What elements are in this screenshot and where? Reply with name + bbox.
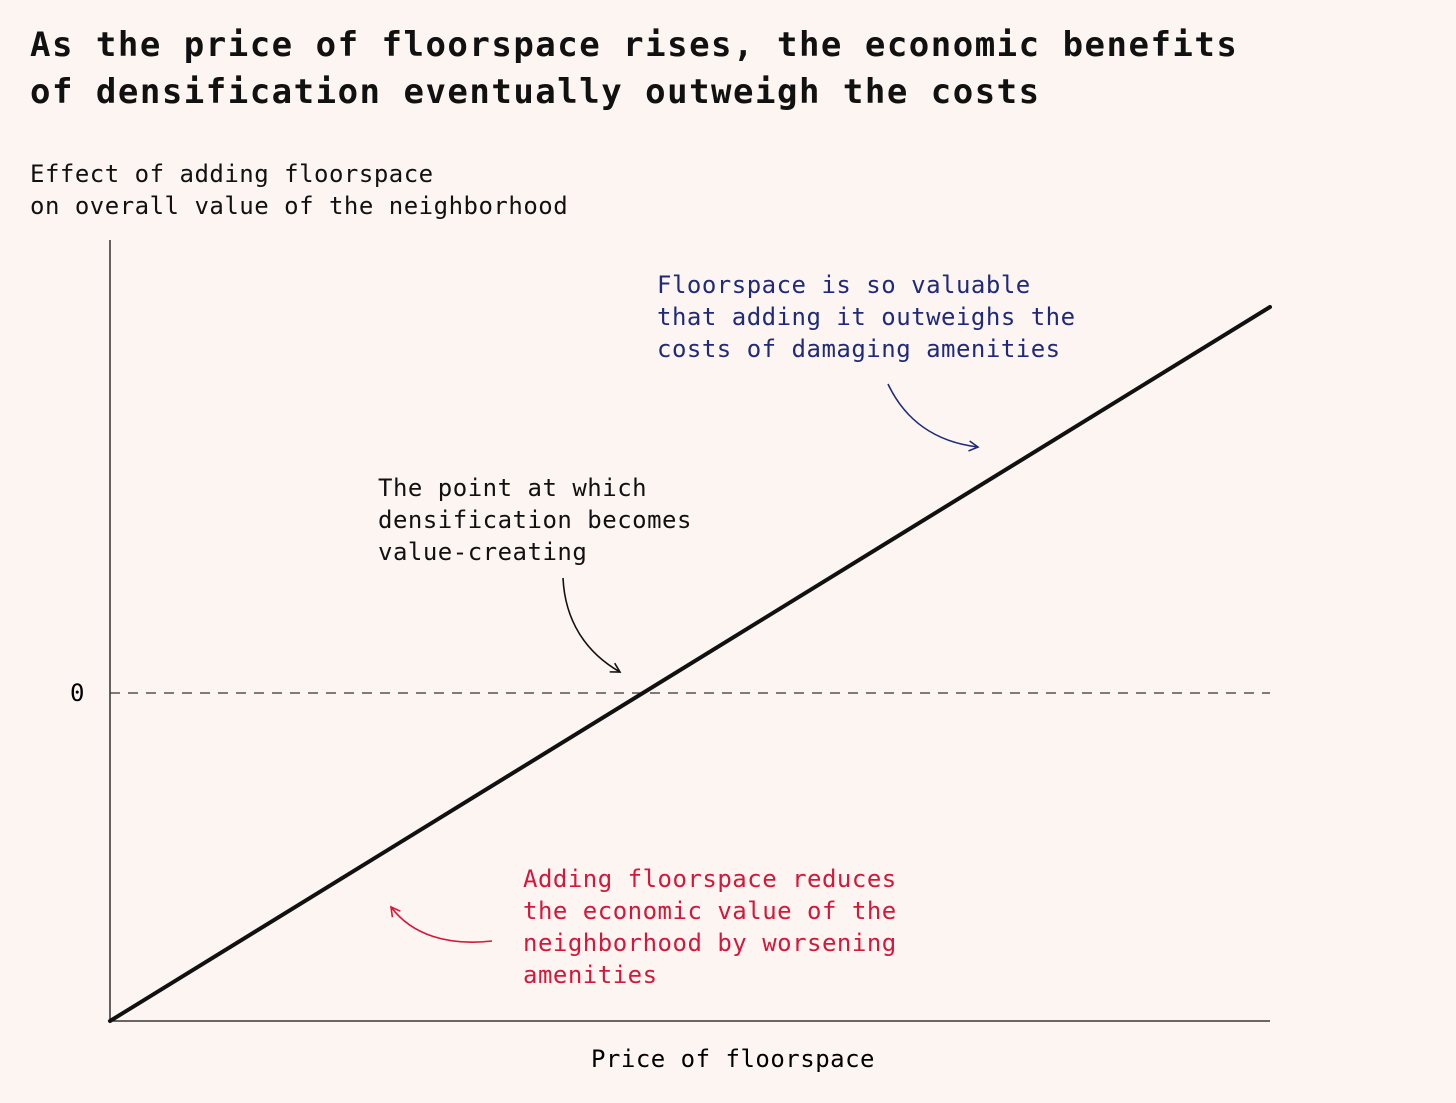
annotation-breakeven-line-2: densification becomes: [378, 506, 692, 534]
chart-title-line-2: of densification eventually outweigh the…: [30, 72, 1041, 112]
annotation-amenity-cost-line-1: Floorspace is so valuable: [657, 271, 1031, 299]
annotation-breakeven-line-3: value-creating: [378, 538, 587, 566]
annotation-amenity-cost-arrow: [887, 383, 980, 452]
annotation-amenity-cost-line-3: costs of damaging amenities: [657, 335, 1061, 363]
series-line: [108, 305, 1272, 1023]
annotation-value-loss-arrow: [390, 905, 493, 943]
y-tick-zero: 0: [70, 679, 85, 707]
annotation-breakeven-arrow: [562, 577, 622, 673]
annotation-value-loss-line-2: the economic value of the: [523, 897, 897, 925]
annotation-value-loss-line-1: Adding floorspace reduces: [523, 865, 897, 893]
annotation-breakeven-line-1: The point at which: [378, 474, 647, 502]
annotation-amenity-cost: Floorspace is so valuable that adding it…: [657, 271, 1076, 452]
chart-title-line-1: As the price of floorspace rises, the ec…: [30, 25, 1239, 65]
annotation-breakeven: The point at which densification becomes…: [378, 474, 692, 673]
annotation-value-loss-line-3: neighborhood by worsening: [523, 929, 897, 957]
y-axis-label-line-1: Effect of adding floorspace: [30, 160, 434, 188]
x-axis-label: Price of floorspace: [591, 1045, 875, 1073]
annotation-value-loss: Adding floorspace reduces the economic v…: [390, 865, 897, 989]
annotation-amenity-cost-line-2: that adding it outweighs the: [657, 303, 1076, 331]
y-axis-label-line-2: on overall value of the neighborhood: [30, 192, 569, 220]
chart-title: As the price of floorspace rises, the ec…: [30, 22, 1238, 116]
annotation-value-loss-line-4: amenities: [523, 961, 658, 989]
y-axis-label: Effect of adding floorspace on overall v…: [30, 158, 568, 222]
